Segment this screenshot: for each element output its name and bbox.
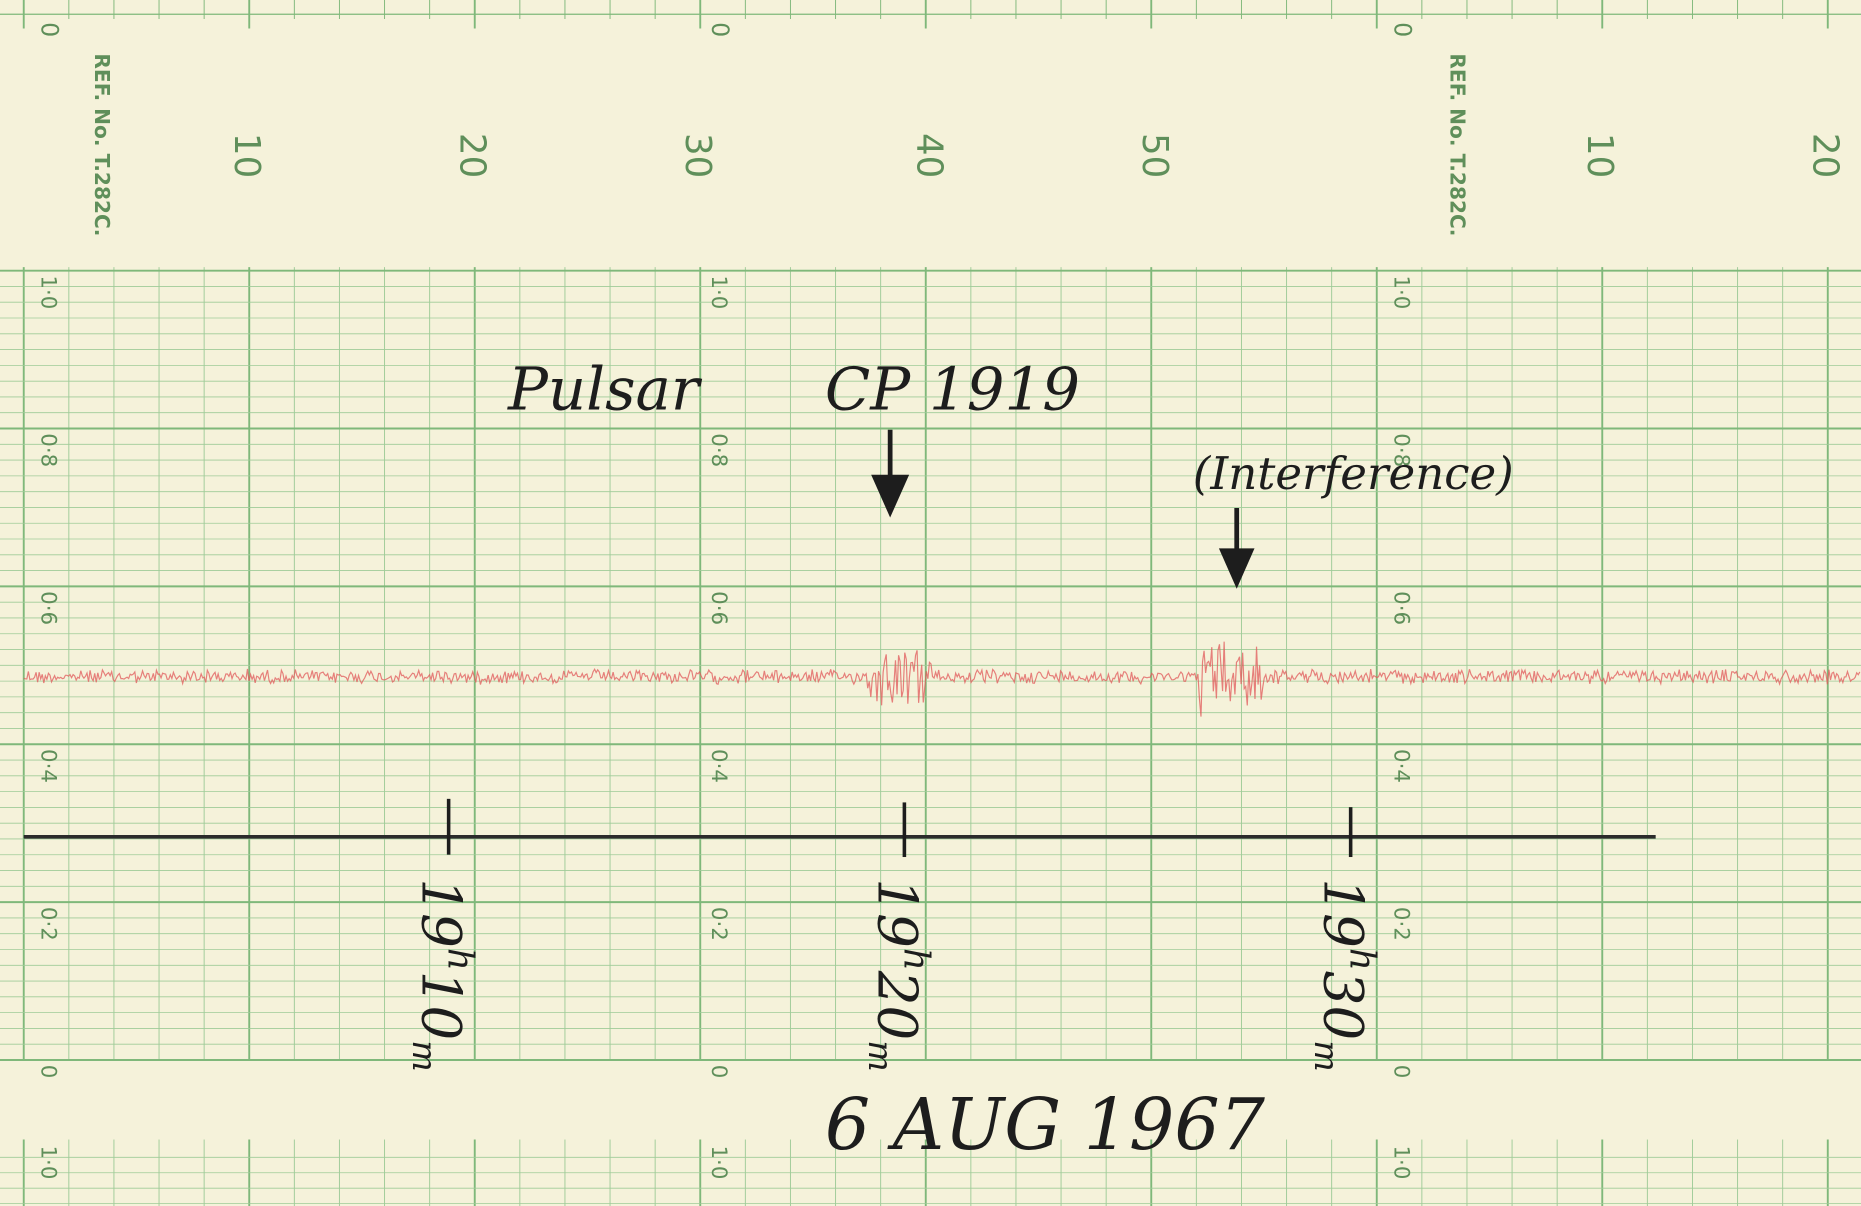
arrow-head [871,474,910,518]
time-hours: 19 [865,878,929,947]
scale-label: 0·4 [36,749,61,783]
time-hours: 19 [1312,878,1376,947]
signal-trace [23,641,1861,717]
scale-label: 0 [706,1065,731,1079]
strip-zero: 0 [36,22,64,37]
time-label: 19h10m [405,878,481,1071]
date: 6 AUG 1967 [825,1083,1266,1166]
scale-label: 0·8 [1389,433,1414,467]
scale-label: 0 [1389,1065,1414,1079]
strip-zero: 0 [706,22,734,37]
scale-label: 0·2 [706,907,731,941]
minute-label: 30 [677,133,718,178]
time-m: m [1307,1040,1346,1072]
scale-label: 0·6 [1389,591,1414,625]
time-label: 19h30m [1307,878,1383,1071]
scale-label: 1·0 [36,1145,61,1179]
minute-label: 40 [908,133,949,178]
scale-label: 0·2 [36,907,61,941]
scale-label: 0·4 [1389,749,1414,783]
scale-label: 1·0 [36,275,61,309]
annotation-interference: (Interference) [1193,447,1514,500]
minute-label: 20 [452,133,493,178]
time-h: h [440,948,481,971]
minute-label: 50 [1134,133,1175,178]
time-minutes: 30 [1312,971,1376,1040]
ref-number: REF. No. T.282C. [1445,53,1469,236]
scale-label: 1·0 [1389,275,1414,309]
time-minutes: 10 [410,971,474,1040]
annotation-source: CP 1919 [825,355,1080,424]
time-m: m [861,1040,900,1072]
scale-label: 0·6 [36,591,61,625]
printed-labels: 0 1·0 0·8 0·6 0·4 0·2 0 1·0 0 1·0 0·8 0·6 0·4 0·2 0 1·0… [36,22,1846,1179]
strip-zero: 0 [1389,22,1417,37]
minute-label: 20 [1805,133,1846,178]
time-m: m [405,1040,444,1072]
ref-number: REF. No. T.282C. [90,53,114,236]
time-h: h [895,948,936,971]
arrow-head [1218,548,1255,589]
time-minutes: 20 [865,970,929,1040]
scale-label: 0·8 [36,433,61,467]
time-h: h [1342,948,1383,971]
minute-label: 10 [1579,133,1620,178]
annotation-pulsar: Pulsar [507,355,703,424]
time-label: 19h20m [861,878,937,1071]
scale-label: 0·6 [706,591,731,625]
scale-label: 0·8 [706,433,731,467]
scale-label: 0 [36,1065,61,1079]
scale-label: 1·0 [706,275,731,309]
scale-label: 0·4 [706,749,731,783]
scale-label: 1·0 [1389,1145,1414,1179]
scale-label: 1·0 [706,1145,731,1179]
minute-label: 10 [226,133,267,178]
time-hours: 19 [410,878,474,947]
scale-label: 0·2 [1389,907,1414,941]
